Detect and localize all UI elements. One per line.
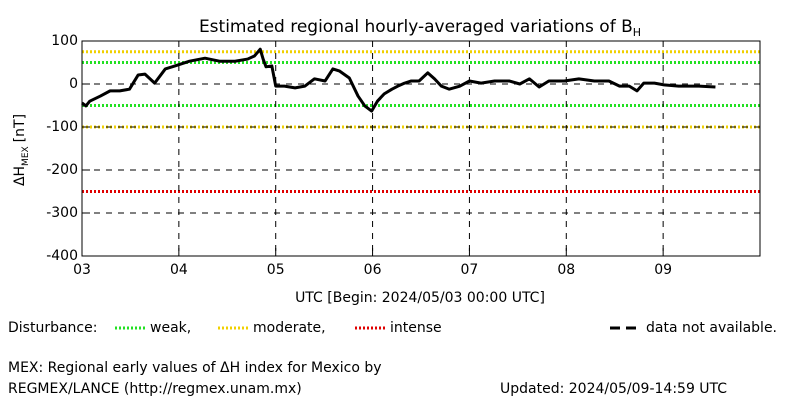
chart-title: Estimated regional hourly-averaged varia… [199, 17, 641, 39]
plot-frame [81, 40, 761, 257]
y-tick-label: -300 [46, 205, 78, 221]
legend-label: data not available. [646, 320, 777, 336]
x-axis-label: UTC [Begin: 2024/05/03 00:00 UTC] [295, 290, 545, 306]
legend-label: weak, [150, 320, 191, 336]
x-tick-label: 07 [461, 262, 479, 278]
footer-line: REGMEX/LANCE (http://regmex.unam.mx) [8, 381, 302, 397]
y-tick-label: -200 [46, 162, 78, 178]
y-tick-label: -400 [46, 248, 78, 264]
legend-label: intense [390, 320, 442, 336]
legend-label: moderate, [253, 320, 326, 336]
x-tick-label: 09 [654, 262, 672, 278]
x-tick-label: 03 [73, 262, 91, 278]
updated-text: Updated: 2024/05/09-14:59 UTC [500, 381, 727, 397]
legend-title: Disturbance: [8, 320, 97, 336]
y-tick-label: 0 [69, 76, 78, 92]
y-tick-label: -100 [46, 119, 78, 135]
x-tick-label: 04 [170, 262, 188, 278]
y-axis-label: ΔHMEX[nT] [12, 114, 31, 186]
x-tick-label: 08 [557, 262, 575, 278]
data-line [81, 47, 716, 113]
x-tick-label: 05 [267, 262, 285, 278]
y-tick-label: 100 [51, 33, 78, 49]
footer-line: MEX: Regional early values of ΔH index f… [8, 360, 382, 376]
x-tick-label: 06 [364, 262, 382, 278]
